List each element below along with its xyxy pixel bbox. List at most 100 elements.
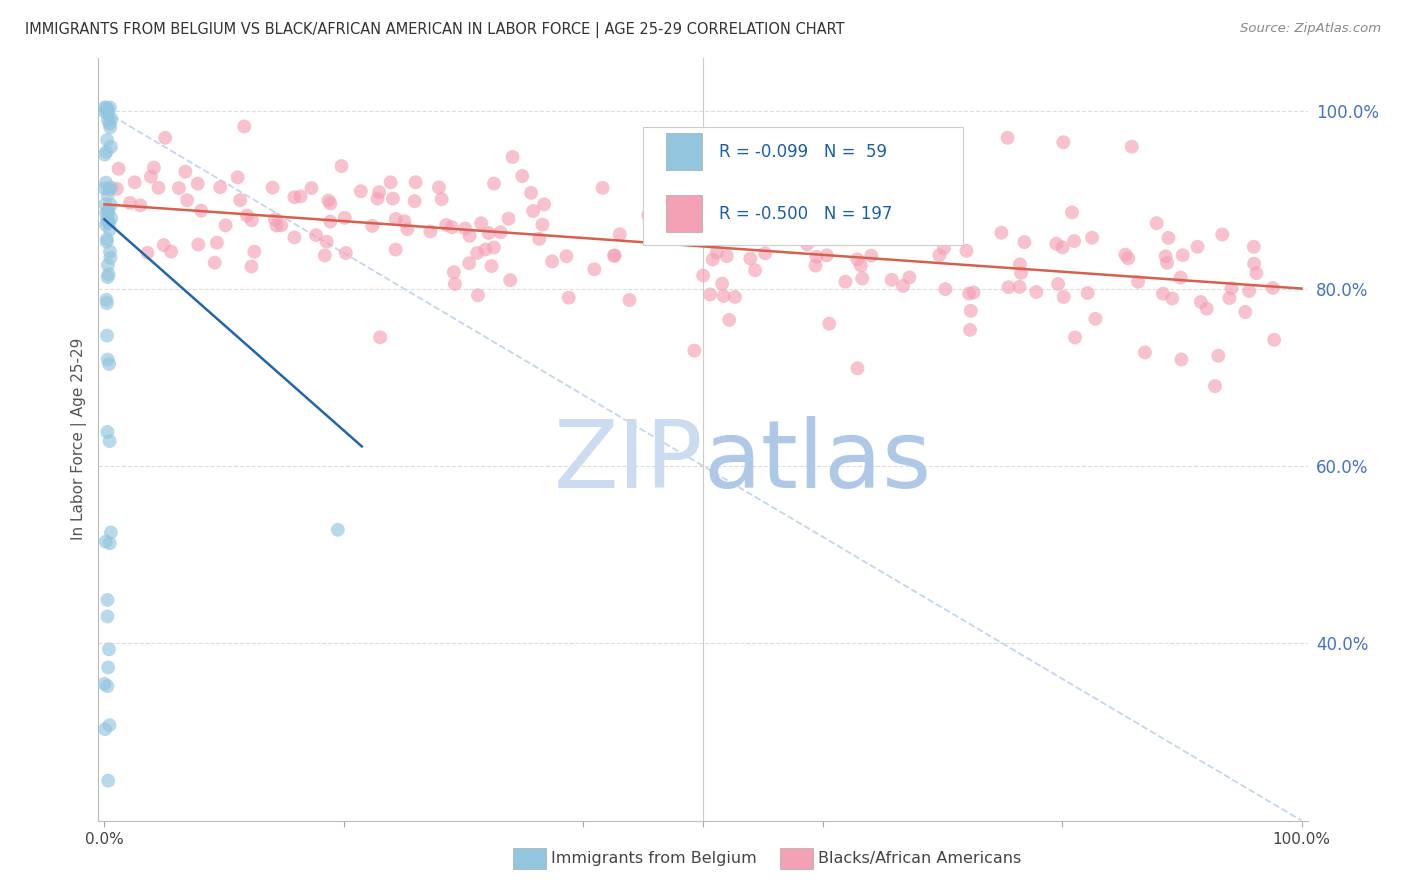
Point xyxy=(136,245,159,260)
Point xyxy=(98,117,121,131)
Point xyxy=(96,211,118,226)
Point xyxy=(226,170,249,185)
Point xyxy=(880,273,903,287)
Point xyxy=(97,270,120,285)
Point xyxy=(754,246,776,260)
Point xyxy=(290,189,312,203)
Point xyxy=(914,211,936,225)
Point xyxy=(957,286,980,301)
Point xyxy=(96,609,118,624)
Point xyxy=(808,230,831,244)
Point xyxy=(740,252,762,266)
Point xyxy=(489,225,512,239)
Point xyxy=(934,282,956,296)
Point xyxy=(107,161,129,176)
Point xyxy=(430,192,453,206)
Point xyxy=(1161,292,1184,306)
Point xyxy=(98,536,121,550)
Point xyxy=(94,722,117,736)
Point xyxy=(129,198,152,212)
Point xyxy=(1170,352,1192,367)
Point xyxy=(1114,247,1136,261)
Point xyxy=(558,291,581,305)
Point xyxy=(955,244,977,258)
Point xyxy=(997,280,1019,294)
Point xyxy=(319,214,342,228)
Point xyxy=(96,425,118,439)
Point xyxy=(804,259,827,273)
Point xyxy=(264,212,287,227)
Point xyxy=(891,279,914,293)
Point xyxy=(1237,284,1260,298)
Point xyxy=(100,251,122,265)
Point xyxy=(96,105,118,120)
Point xyxy=(97,642,120,657)
Point xyxy=(1187,240,1209,254)
Point xyxy=(315,235,337,249)
Y-axis label: In Labor Force | Age 25-29: In Labor Force | Age 25-29 xyxy=(72,338,87,541)
Point xyxy=(735,202,758,217)
Point xyxy=(98,222,121,236)
Point xyxy=(405,175,427,189)
Point xyxy=(1084,311,1107,326)
Point xyxy=(443,265,465,279)
Text: Immigrants from Belgium: Immigrants from Belgium xyxy=(551,851,756,865)
Point xyxy=(384,243,406,257)
Point xyxy=(465,246,488,260)
Point xyxy=(97,352,120,367)
Point xyxy=(368,185,391,199)
Point xyxy=(98,101,121,115)
Point xyxy=(1063,234,1085,248)
Text: Blacks/African Americans: Blacks/African Americans xyxy=(818,851,1022,865)
Point xyxy=(305,228,328,243)
Point xyxy=(96,101,118,115)
Point xyxy=(236,209,259,223)
Point xyxy=(243,244,266,259)
Point xyxy=(1052,240,1074,254)
Point xyxy=(713,289,735,303)
Point xyxy=(350,184,373,198)
Point xyxy=(427,180,450,194)
Point xyxy=(396,222,419,236)
Point xyxy=(385,212,408,227)
Point xyxy=(97,215,120,229)
Point xyxy=(283,230,305,244)
Point xyxy=(139,169,162,184)
Point xyxy=(686,181,709,195)
Point xyxy=(527,232,550,246)
Point xyxy=(592,181,614,195)
Point xyxy=(1010,266,1032,280)
Point xyxy=(319,196,342,211)
Point xyxy=(229,193,252,207)
Point xyxy=(94,197,117,211)
Point xyxy=(555,249,578,263)
Point xyxy=(283,190,305,204)
Point xyxy=(962,285,984,300)
Point xyxy=(97,182,120,196)
Point xyxy=(240,213,263,227)
Text: IMMIGRANTS FROM BELGIUM VS BLACK/AFRICAN AMERICAN IN LABOR FORCE | AGE 25-29 COR: IMMIGRANTS FROM BELGIUM VS BLACK/AFRICAN… xyxy=(25,22,845,38)
Point xyxy=(845,184,868,198)
Point xyxy=(846,231,869,245)
Point xyxy=(240,260,263,274)
Point xyxy=(1014,235,1036,249)
Point xyxy=(603,248,626,262)
Point xyxy=(266,219,288,233)
Point xyxy=(702,252,724,267)
Point xyxy=(815,248,838,262)
Point xyxy=(834,275,856,289)
Point xyxy=(167,181,190,195)
Point xyxy=(153,130,176,145)
Point xyxy=(96,328,118,343)
Point xyxy=(541,254,564,268)
Point xyxy=(796,237,818,252)
Point xyxy=(118,195,141,210)
Point xyxy=(142,161,165,175)
Point xyxy=(1133,345,1156,359)
Point xyxy=(404,194,426,209)
Point xyxy=(1261,281,1284,295)
Point xyxy=(100,211,122,226)
Point xyxy=(851,271,873,285)
Point xyxy=(1243,257,1265,271)
Point xyxy=(1170,270,1192,285)
